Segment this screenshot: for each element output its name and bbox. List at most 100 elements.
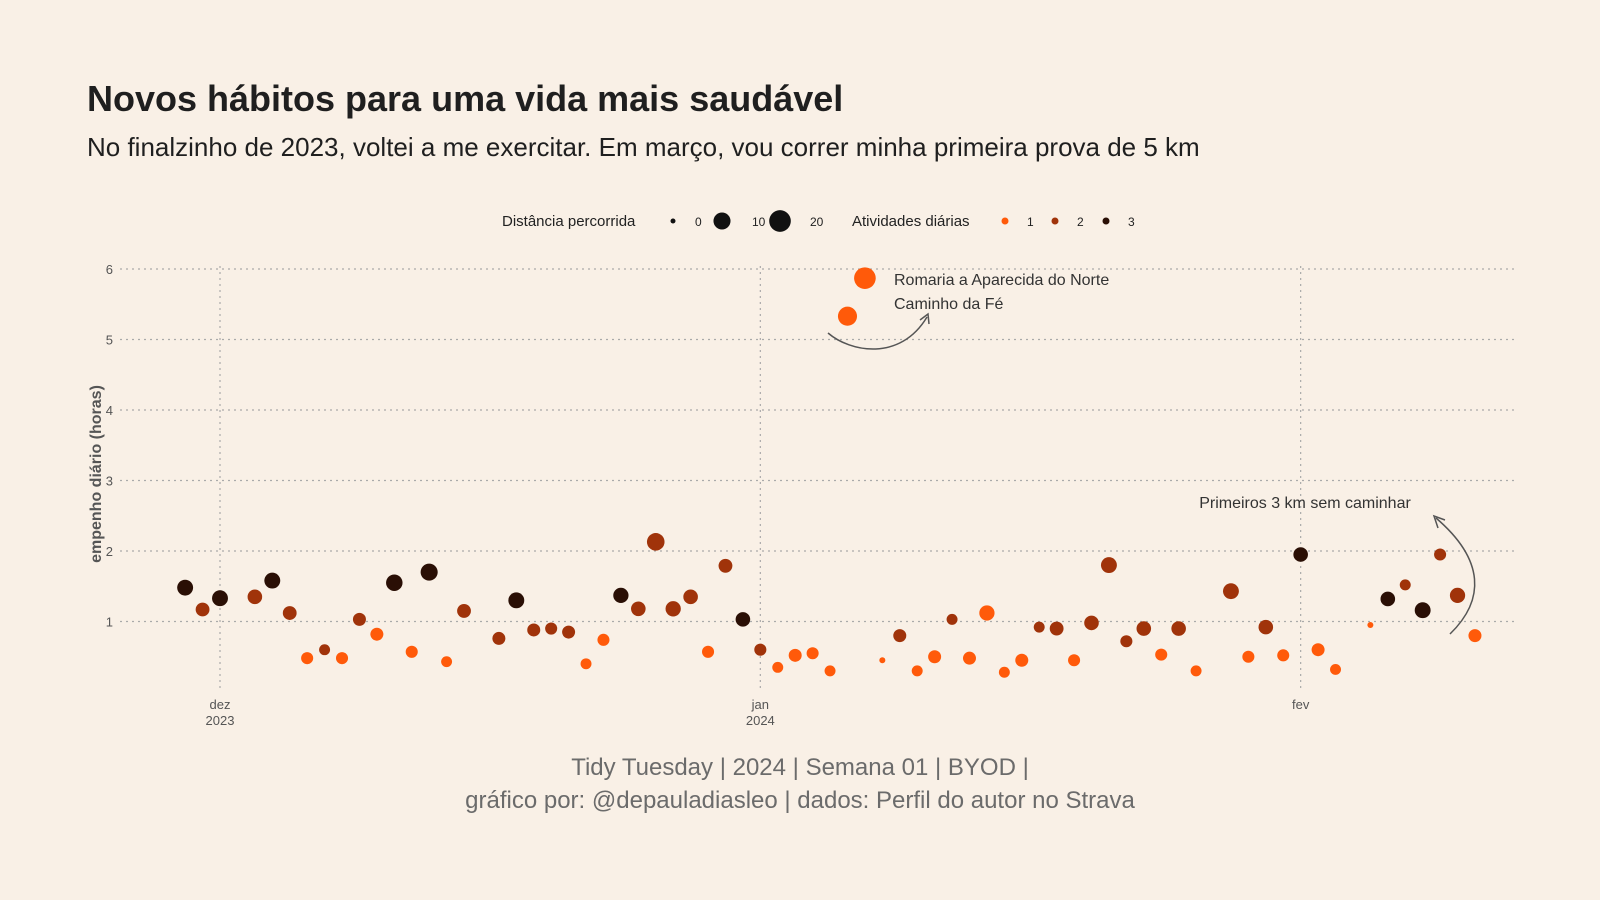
data-point bbox=[928, 650, 942, 664]
data-point bbox=[1120, 635, 1133, 648]
data-point bbox=[735, 612, 751, 627]
data-point bbox=[177, 579, 194, 596]
data-point bbox=[806, 647, 819, 660]
legend-size-label: 20 bbox=[810, 215, 824, 229]
data-point bbox=[962, 651, 976, 665]
annotation-arrow-head bbox=[1432, 514, 1446, 529]
annotation-primeiros: Primeiros 3 km sem caminhar bbox=[1199, 495, 1411, 512]
data-point bbox=[301, 652, 314, 665]
caption-line-2: gráfico por: @depauladiasleo | dados: Pe… bbox=[465, 787, 1135, 814]
data-point bbox=[1155, 648, 1168, 661]
annotation-arrow-curve bbox=[1435, 517, 1476, 635]
data-point bbox=[492, 631, 506, 645]
legend-size-key bbox=[670, 218, 676, 224]
chart-title: Novos hábitos para uma vida mais saudáve… bbox=[87, 78, 844, 119]
data-point bbox=[665, 601, 681, 617]
legend-size-label: 10 bbox=[752, 215, 766, 229]
data-point bbox=[1414, 602, 1431, 619]
data-point bbox=[893, 629, 907, 643]
legend-size-title: Distância percorrida bbox=[502, 213, 636, 230]
x-tick-label: 2024 bbox=[746, 713, 775, 728]
data-point bbox=[1330, 663, 1341, 675]
x-tick-label: 2023 bbox=[206, 713, 235, 728]
legend-color-key bbox=[1001, 217, 1009, 225]
data-point bbox=[441, 656, 453, 668]
data-point bbox=[946, 613, 958, 625]
data-point bbox=[683, 589, 698, 605]
data-point bbox=[979, 605, 995, 621]
legend-color-label: 1 bbox=[1027, 215, 1034, 229]
data-point bbox=[1222, 583, 1239, 600]
x-tick-label: dez bbox=[210, 697, 231, 712]
data-point bbox=[788, 648, 802, 662]
data-point bbox=[879, 657, 886, 664]
data-point bbox=[1242, 650, 1255, 663]
data-point bbox=[1367, 622, 1374, 629]
data-point bbox=[754, 643, 767, 656]
data-point bbox=[264, 572, 281, 589]
data-point bbox=[1258, 619, 1274, 635]
data-point bbox=[370, 627, 384, 641]
data-point bbox=[597, 633, 610, 646]
data-point bbox=[527, 623, 541, 637]
annotation-romaria: Romaria a Aparecida do Norte bbox=[894, 272, 1109, 289]
data-point bbox=[1015, 653, 1029, 667]
data-point bbox=[1049, 621, 1064, 636]
data-point bbox=[386, 574, 403, 591]
data-point bbox=[1434, 548, 1447, 561]
data-point bbox=[335, 652, 349, 665]
annotation-caminho: Caminho da Fé bbox=[894, 296, 1003, 313]
caption-line-1: Tidy Tuesday | 2024 | Semana 01 | BYOD | bbox=[571, 754, 1029, 781]
y-tick-label: 1 bbox=[106, 615, 113, 630]
data-point bbox=[1068, 654, 1081, 667]
data-point bbox=[702, 645, 715, 658]
data-point bbox=[420, 563, 438, 581]
y-axis-label: empenho diário (horas) bbox=[88, 385, 105, 563]
data-point bbox=[631, 601, 646, 617]
data-point bbox=[1311, 643, 1325, 657]
data-point bbox=[854, 267, 876, 289]
data-point bbox=[646, 533, 665, 551]
data-point bbox=[1380, 591, 1396, 607]
data-point bbox=[772, 661, 784, 673]
data-point bbox=[545, 622, 558, 635]
data-point bbox=[1293, 547, 1308, 562]
x-tick-label: fev bbox=[1292, 697, 1310, 712]
data-point bbox=[1100, 557, 1117, 574]
data-point bbox=[405, 645, 418, 658]
data-point bbox=[1468, 629, 1482, 643]
data-point bbox=[562, 625, 576, 639]
legend-color-key bbox=[1102, 217, 1110, 225]
legend-color-key bbox=[1051, 217, 1059, 225]
data-point bbox=[580, 658, 592, 670]
data-point bbox=[282, 606, 297, 620]
x-tick-label: jan bbox=[751, 697, 769, 712]
y-tick-label: 5 bbox=[106, 333, 113, 348]
data-point bbox=[247, 589, 263, 605]
legend-size-label: 0 bbox=[695, 215, 702, 229]
chart-subtitle: No finalzinho de 2023, voltei a me exerc… bbox=[87, 132, 1200, 162]
y-tick-label: 6 bbox=[106, 262, 113, 277]
data-point bbox=[1399, 579, 1411, 591]
y-tick-label: 3 bbox=[106, 474, 113, 489]
data-point bbox=[319, 644, 331, 656]
data-point bbox=[1084, 615, 1099, 631]
data-point bbox=[212, 590, 228, 607]
legend-color-label: 3 bbox=[1128, 215, 1135, 229]
data-point bbox=[1136, 621, 1152, 636]
data-point bbox=[1190, 665, 1202, 677]
data-point bbox=[1171, 621, 1186, 636]
data-point bbox=[613, 587, 629, 604]
data-point bbox=[352, 612, 366, 626]
data-point bbox=[1449, 587, 1466, 604]
data-point bbox=[508, 592, 525, 609]
legend-color-label: 2 bbox=[1077, 215, 1084, 229]
data-point bbox=[824, 665, 836, 677]
data-point bbox=[457, 604, 471, 618]
y-tick-label: 2 bbox=[106, 544, 113, 559]
y-tick-label: 4 bbox=[106, 403, 113, 418]
data-point bbox=[718, 558, 733, 573]
legend-size-key bbox=[713, 212, 731, 230]
data-point bbox=[1277, 649, 1290, 662]
